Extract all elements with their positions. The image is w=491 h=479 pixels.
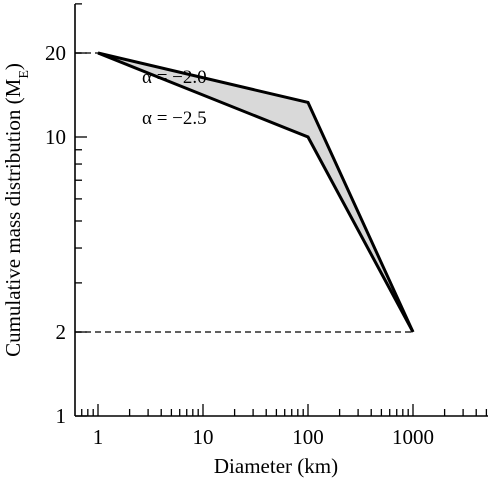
y-tick-label: 2	[56, 320, 67, 344]
y-axis-title-close: )	[1, 63, 25, 70]
series-fill-region	[98, 53, 413, 333]
y-axis-title: Cumulative mass distribution (ME)	[1, 63, 32, 357]
y-axis-title-subscript: E	[17, 70, 32, 79]
series-label-alpha-2-5: α = −2.5	[142, 108, 207, 129]
y-axis-title-main: Cumulative mass distribution (M	[1, 78, 25, 357]
x-axis-title: Diameter (km)	[214, 454, 338, 478]
series-layer	[97, 51, 415, 333]
plot-frame	[74, 4, 488, 417]
y-tick-label: 20	[45, 41, 66, 65]
series-line-1	[97, 51, 415, 333]
fill-layer	[98, 53, 413, 333]
x-tick-label: 1000	[392, 425, 434, 449]
x-tick-label: 100	[292, 425, 324, 449]
series-line-0	[97, 51, 415, 333]
x-tick-label: 10	[193, 425, 214, 449]
labels: 1 10 100 1000 1 2 10 20 Diameter (km) Cumulative …	[1, 41, 434, 478]
y-tick-label: 10	[45, 125, 66, 149]
x-tick-label: 1	[93, 425, 104, 449]
ticks	[75, 3, 488, 417]
series-label-alpha-2-0: α = −2.0	[142, 67, 207, 88]
y-tick-label: 1	[56, 404, 67, 428]
